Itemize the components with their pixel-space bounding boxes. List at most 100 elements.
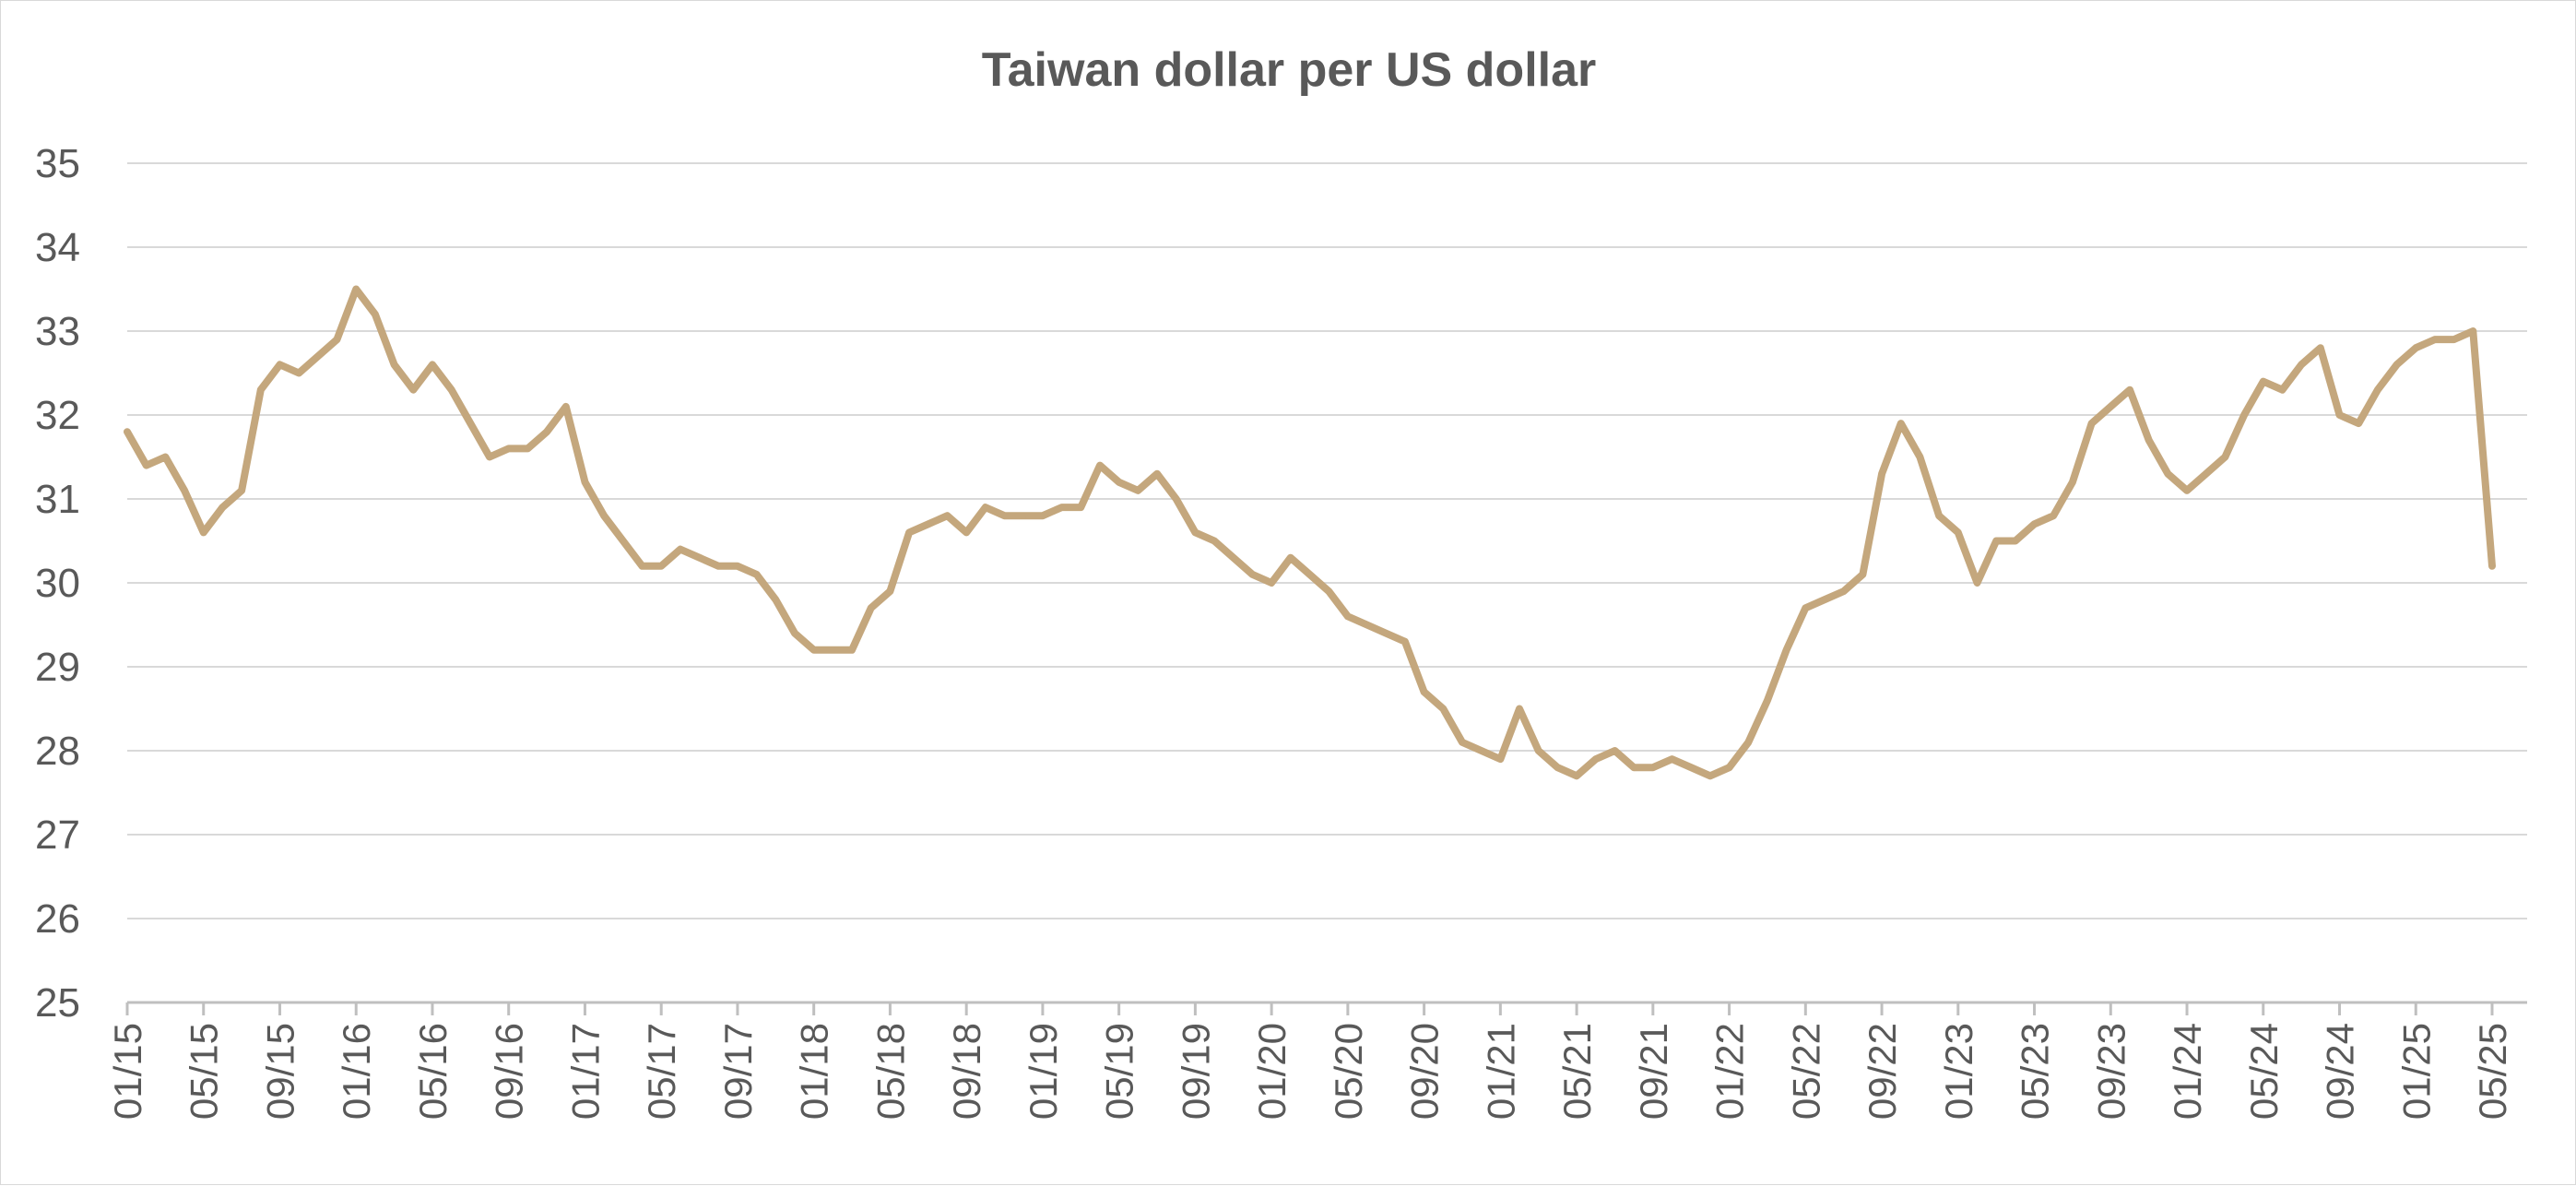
data-point — [1726, 765, 1732, 771]
data-point — [2108, 403, 2114, 409]
data-point — [2451, 337, 2457, 343]
x-tick-label: 05/25 — [2471, 1023, 2514, 1120]
y-tick-label: 27 — [35, 812, 80, 858]
data-point — [887, 588, 893, 595]
data-point — [1401, 638, 1408, 645]
data-point — [830, 646, 836, 653]
data-point — [1517, 706, 1522, 712]
data-point — [448, 386, 455, 393]
data-point — [525, 445, 531, 452]
data-point — [677, 546, 683, 552]
data-point — [1993, 538, 2000, 544]
data-point — [544, 429, 550, 435]
data-point — [2260, 378, 2266, 385]
y-tick-label: 34 — [35, 225, 80, 270]
data-point — [2298, 362, 2305, 368]
data-point — [792, 630, 798, 636]
data-point — [849, 646, 855, 653]
data-point — [2489, 563, 2495, 569]
data-point — [372, 311, 378, 317]
data-point — [1421, 689, 1427, 695]
x-tick-label: 01/16 — [335, 1023, 378, 1120]
data-point — [2031, 521, 2038, 528]
data-point — [467, 421, 474, 427]
x-tick-label: 05/24 — [2242, 1023, 2286, 1120]
data-point — [1936, 513, 1943, 519]
y-tick-label: 28 — [35, 729, 80, 774]
data-point — [1078, 504, 1084, 511]
data-point — [2203, 470, 2209, 477]
x-tick-label: 01/17 — [563, 1023, 607, 1120]
data-point — [944, 513, 951, 519]
chart-title: Taiwan dollar per US dollar — [982, 43, 1597, 97]
data-point — [1154, 470, 1160, 477]
data-point — [1840, 588, 1847, 595]
data-point — [925, 521, 931, 528]
data-point — [1364, 622, 1370, 628]
data-point — [1879, 470, 1885, 477]
data-point — [1173, 496, 1179, 502]
data-point — [658, 563, 665, 569]
x-tick-label: 05/18 — [869, 1023, 912, 1120]
data-point — [314, 353, 321, 360]
y-tick-label: 25 — [35, 980, 80, 1026]
x-tick-label: 05/23 — [2014, 1023, 2057, 1120]
x-tick-label: 01/15 — [106, 1023, 149, 1120]
x-tick-label: 01/20 — [1250, 1023, 1294, 1120]
y-tick-label: 29 — [35, 645, 80, 690]
data-point — [430, 362, 435, 368]
data-point — [1478, 748, 1484, 753]
x-tick-label: 01/24 — [2166, 1023, 2209, 1120]
data-point — [162, 454, 169, 460]
data-point — [868, 605, 874, 611]
data-point — [2241, 412, 2248, 418]
data-point — [2088, 421, 2095, 427]
data-point — [1649, 765, 1656, 771]
data-point — [1802, 605, 1809, 611]
data-point — [2050, 513, 2057, 519]
data-point — [2145, 437, 2152, 444]
data-point — [182, 487, 188, 493]
data-point — [1344, 613, 1351, 620]
x-tick-label: 01/22 — [1708, 1023, 1752, 1120]
data-point — [2012, 538, 2018, 544]
data-point — [1535, 748, 1542, 753]
data-point — [1860, 571, 1866, 577]
data-point — [1039, 513, 1046, 519]
x-tick-label: 09/18 — [945, 1023, 988, 1120]
x-tick-label: 05/15 — [183, 1023, 226, 1120]
data-point — [2165, 470, 2171, 477]
data-point — [334, 337, 340, 343]
data-point — [1822, 597, 1827, 603]
x-tick-label: 05/21 — [1555, 1023, 1599, 1120]
data-point — [1097, 462, 1103, 468]
data-point — [1230, 554, 1236, 561]
data-point — [487, 454, 492, 460]
data-point — [963, 529, 970, 536]
data-point — [277, 362, 283, 368]
data-point — [1116, 479, 1122, 485]
data-point — [1765, 697, 1770, 704]
x-tick-label: 05/16 — [411, 1023, 455, 1120]
x-axis-tick-labels: 01/15 05/15 09/15 01/16 05/16 09/16 01/17 05/17… — [106, 1023, 2514, 1120]
data-point — [1287, 554, 1294, 561]
x-axis — [125, 1001, 2527, 1015]
data-point — [1383, 630, 1389, 636]
data-point — [639, 563, 645, 569]
data-point — [219, 504, 226, 511]
data-point — [410, 386, 417, 393]
data-point — [1974, 580, 1980, 586]
data-point — [753, 571, 760, 577]
data-point — [1631, 765, 1637, 771]
data-point — [2413, 345, 2419, 351]
data-point — [1440, 706, 1447, 712]
data-point — [2279, 386, 2286, 393]
x-tick-label: 09/17 — [716, 1023, 760, 1120]
data-point — [2393, 362, 2400, 368]
data-point — [1001, 513, 1008, 519]
y-tick-label: 35 — [35, 141, 80, 186]
x-tick-label: 01/23 — [1937, 1023, 1980, 1120]
data-point — [1783, 646, 1790, 653]
data-point — [1554, 765, 1561, 771]
data-point — [1459, 739, 1465, 745]
